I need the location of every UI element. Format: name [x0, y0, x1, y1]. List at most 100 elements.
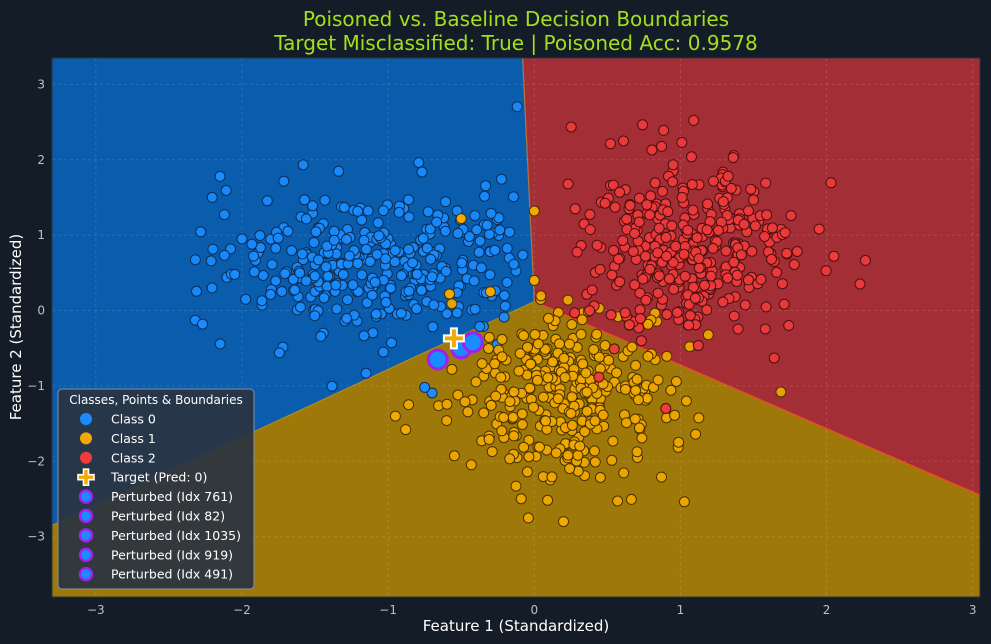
class-1-point: [498, 412, 510, 423]
class-0-point: [342, 294, 353, 306]
class-0-point: [504, 226, 516, 238]
class-2-point: [766, 222, 778, 234]
legend-marker-ring: [78, 547, 94, 562]
class-0-point: [207, 243, 219, 255]
plot-area: −3 −2 −1 0 1 2 3 −3 −2 −1 0 1 2 3: [27, 57, 981, 617]
class-0-point: [380, 296, 392, 308]
legend-entry-label: Perturbed (Idx 491): [111, 567, 233, 582]
class-1-point: [630, 359, 642, 371]
class-1-point: [693, 412, 705, 424]
chart-title-line1: Poisoned vs. Baseline Decision Boundarie…: [303, 7, 729, 31]
class-2-point: [788, 259, 800, 270]
class-1-point: [515, 493, 527, 505]
y-tick-label: −1: [27, 379, 45, 393]
class-0-point: [425, 253, 437, 265]
class-2-point: [783, 320, 795, 331]
class-2-point: [679, 270, 691, 282]
class-1-point: [564, 463, 576, 475]
class-0-point: [236, 233, 248, 245]
class-0-point: [474, 235, 486, 247]
class-2-point: [746, 245, 758, 257]
class-0-point: [517, 249, 529, 261]
class-2-point: [755, 273, 767, 285]
class-0-point: [338, 202, 350, 213]
class-1-point: [665, 384, 677, 396]
class-1-point: [607, 435, 619, 447]
class-2-point: [708, 175, 719, 187]
class-1-point: [389, 410, 401, 422]
class-1-point: [558, 516, 569, 528]
class-1-point: [448, 450, 460, 462]
boundary-line-1-2: [534, 300, 981, 496]
x-tick-label: −1: [379, 603, 397, 617]
class-1-point: [581, 386, 593, 398]
class-2-point: [766, 253, 777, 265]
class-0-point: [257, 270, 269, 281]
class-1-point: [483, 343, 494, 354]
class-0-point: [289, 284, 301, 296]
class-0-point: [300, 275, 312, 287]
class-2-point: [562, 178, 574, 190]
class-0-point: [318, 292, 330, 304]
class-0-point: [352, 258, 364, 270]
class-2-point: [627, 246, 639, 257]
legend-plus-icon: [77, 468, 95, 487]
class-1-point: [626, 341, 638, 353]
class-2-point: [771, 266, 783, 278]
class-1-point: [516, 419, 528, 430]
class-0-point: [426, 387, 438, 399]
class-2-point: [660, 403, 672, 414]
class-2-point: [859, 254, 871, 266]
class-1-point: [690, 428, 702, 440]
class-1-point: [523, 451, 535, 463]
class-1-point: [508, 386, 520, 398]
class-1-point: [495, 371, 507, 383]
class-2-point: [693, 253, 705, 265]
class-0-point: [389, 256, 401, 268]
class-1-point: [631, 373, 643, 385]
class-0-point: [358, 330, 370, 342]
class-0-point: [256, 295, 268, 307]
class-1-point: [507, 411, 519, 423]
class-2-point: [759, 323, 771, 335]
class-2-point: [608, 343, 620, 355]
class-1-point: [546, 471, 558, 483]
class-0-point: [474, 321, 486, 332]
y-tick-label: −2: [27, 454, 45, 468]
class-1-point: [532, 374, 543, 386]
class-0-point: [189, 254, 201, 266]
class-1-point: [529, 329, 541, 340]
class-1-point: [510, 480, 522, 492]
class-1-point: [611, 367, 623, 379]
class-2-point: [683, 319, 695, 331]
class-2-point: [634, 287, 646, 299]
class-1-point: [678, 496, 690, 508]
class-1-point: [486, 446, 498, 458]
legend-entry-label: Perturbed (Idx 919): [111, 547, 233, 562]
class-2-point: [637, 273, 649, 285]
class-2-point: [609, 201, 621, 213]
class-0-point: [356, 269, 368, 281]
class-1-point: [528, 274, 540, 286]
class-0-point: [403, 194, 414, 206]
class-1-point: [625, 493, 637, 505]
class-2-point: [584, 224, 596, 236]
class-2-point: [569, 307, 581, 319]
class-1-point: [522, 341, 533, 353]
class-1-point: [550, 447, 562, 459]
class-0-point: [218, 249, 230, 261]
class-2-point: [776, 278, 788, 290]
class-0-point: [309, 270, 321, 282]
class-1-point: [566, 319, 578, 330]
class-2-point: [667, 176, 679, 188]
class-2-point: [781, 247, 793, 259]
class-0-point: [307, 200, 319, 212]
class-2-point: [735, 249, 747, 261]
class-0-point: [380, 253, 392, 265]
legend-marker-ring: [78, 489, 94, 504]
class-2-point: [658, 124, 670, 136]
class-1-point: [484, 286, 496, 298]
class-1-point: [576, 314, 588, 326]
class-1-point: [403, 399, 415, 411]
target-plus-marker: [442, 327, 465, 350]
